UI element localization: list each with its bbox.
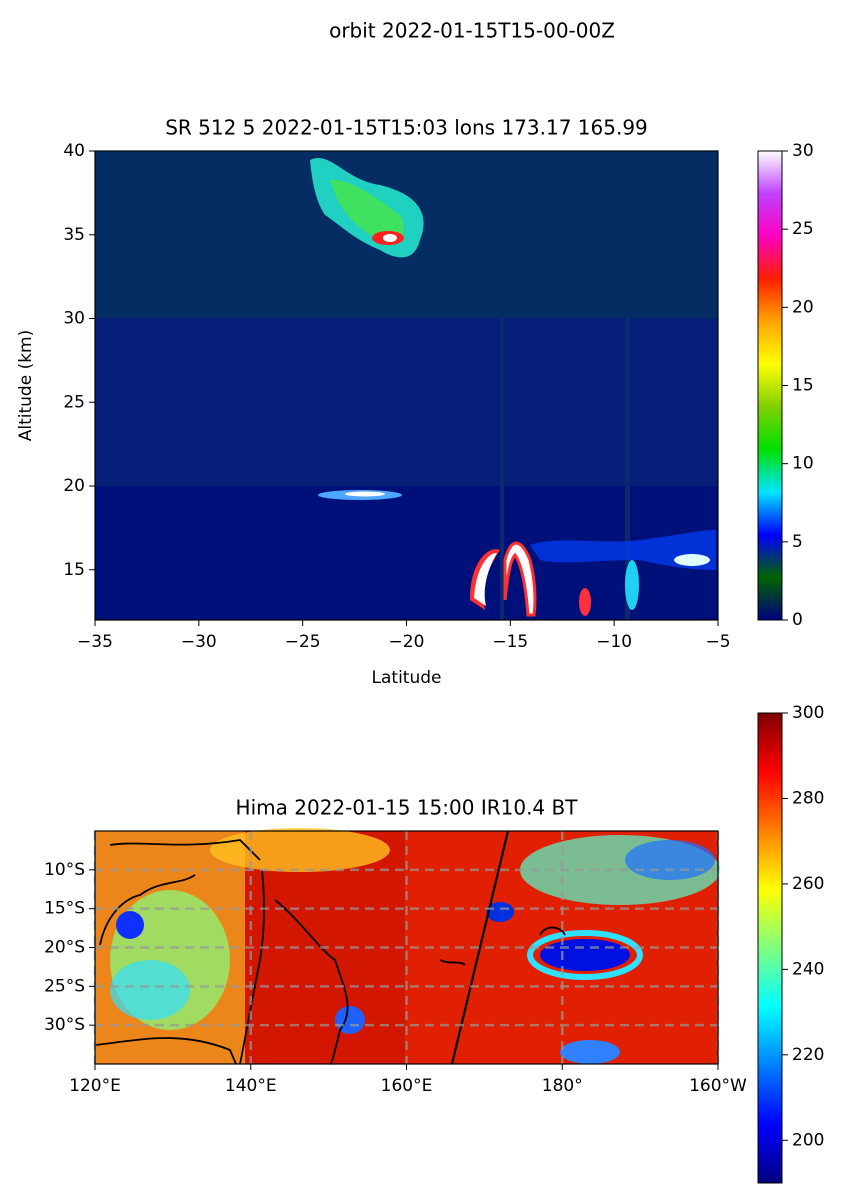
x-tick-label: 120°E: [69, 1076, 121, 1096]
y-tick-label: 30°S: [44, 1015, 85, 1035]
x-tick-label: −35: [77, 632, 113, 652]
chart-title: Hima 2022-01-15 15:00 IR10.4 BT: [236, 796, 579, 820]
x-tick-label: −25: [285, 632, 321, 652]
x-tick-label: 180°: [542, 1076, 583, 1096]
x-tick-label: 140°E: [225, 1076, 277, 1096]
y-tick-label: 20°S: [44, 938, 85, 958]
colorbar-tick-label: 20: [792, 297, 814, 317]
colorbar-tick-label: 280: [792, 788, 824, 808]
plot-frame: [94, 830, 719, 1065]
colorbar-tick-label: 240: [792, 959, 824, 979]
y-tick-label: 40: [63, 141, 85, 161]
x-tick-label: −10: [596, 632, 632, 652]
colorbar: [757, 150, 783, 621]
y-tick-label: 30: [63, 309, 85, 329]
colorbar-tick-label: 15: [792, 376, 814, 396]
y-tick-label: 35: [63, 225, 85, 245]
x-tick-label: −15: [492, 632, 528, 652]
y-axis-label: Altitude (km): [16, 330, 36, 442]
colorbar: [757, 712, 783, 1184]
colorbar-tick-label: 260: [792, 874, 824, 894]
y-tick-label: 25°S: [44, 976, 85, 996]
plot-frame: [94, 150, 719, 621]
figure-title: orbit 2022-01-15T15-00-00Z: [329, 19, 615, 43]
y-tick-label: 20: [63, 476, 85, 496]
colorbar-tick-label: 200: [792, 1130, 824, 1150]
x-tick-label: −20: [389, 632, 425, 652]
colorbar-tick-label: 0: [792, 610, 803, 630]
colorbar-tick-label: 25: [792, 219, 814, 239]
y-tick-label: 25: [63, 392, 85, 412]
x-tick-label: 160°E: [381, 1076, 433, 1096]
y-tick-label: 10°S: [44, 860, 85, 880]
colorbar-tick-label: 300: [792, 703, 824, 723]
colorbar-tick-label: 220: [792, 1045, 824, 1065]
x-tick-label: 160°W: [689, 1076, 747, 1096]
x-axis-label: Latitude: [372, 668, 442, 688]
x-tick-label: −5: [705, 632, 730, 652]
colorbar-tick-label: 30: [792, 141, 814, 161]
chart-title: SR 512 5 2022-01-15T15:03 lons 173.17 16…: [165, 116, 648, 140]
y-tick-label: 15: [63, 560, 85, 580]
x-tick-label: −30: [181, 632, 217, 652]
profile-image: [95, 151, 718, 620]
y-tick-label: 15°S: [44, 899, 85, 919]
colorbar-tick-label: 10: [792, 454, 814, 474]
colorbar-tick-label: 5: [792, 532, 803, 552]
